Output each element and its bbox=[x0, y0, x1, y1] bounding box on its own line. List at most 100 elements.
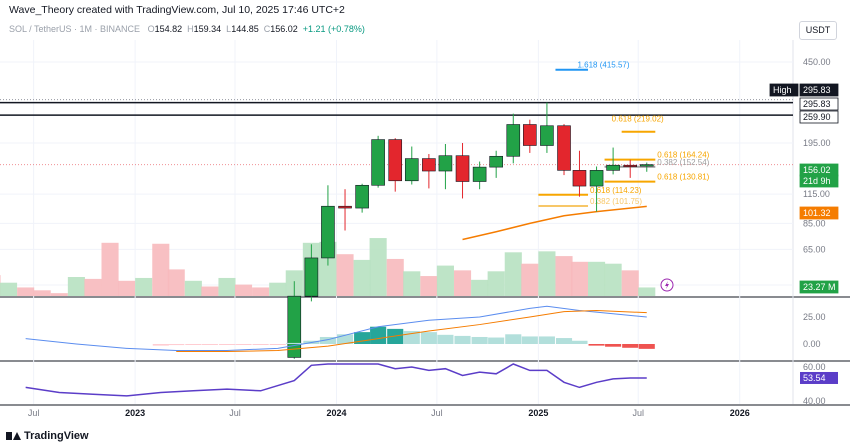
volume-bar bbox=[201, 286, 219, 296]
candle-body bbox=[606, 164, 620, 171]
candle-body bbox=[422, 158, 436, 172]
macd-histogram-bar bbox=[269, 344, 286, 345]
volume-bar bbox=[588, 261, 606, 296]
volume-bar bbox=[538, 251, 556, 296]
rsi-tick-label: 40.00 bbox=[803, 396, 826, 406]
fib-level-label: 0.618 (130.81) bbox=[657, 173, 709, 182]
volume-bar bbox=[453, 270, 472, 296]
volume-bar bbox=[135, 277, 153, 296]
change-value: +1.21 (+0.78%) bbox=[302, 24, 365, 34]
volume-bar bbox=[420, 276, 438, 296]
axis-price-label-box bbox=[799, 174, 839, 188]
time-tick-label: 2023 bbox=[125, 408, 145, 418]
axis-price-label: High bbox=[773, 85, 792, 95]
macd-histogram-bar bbox=[336, 334, 354, 344]
macd-histogram-bar bbox=[505, 334, 522, 344]
volume-bar bbox=[33, 290, 51, 296]
axis-price-label: 23.27 M bbox=[803, 282, 836, 292]
time-tick-label: 2026 bbox=[730, 408, 750, 418]
volume-bar bbox=[336, 254, 354, 296]
axis-price-label: 156.02 bbox=[803, 165, 831, 175]
macd-histogram-bar bbox=[622, 344, 639, 348]
macd-histogram-bar bbox=[218, 344, 236, 345]
candle-body bbox=[338, 205, 352, 209]
volume-bar bbox=[167, 269, 185, 296]
volume-bar bbox=[487, 271, 505, 296]
macd-histogram-bar bbox=[152, 344, 169, 346]
close-value: 156.02 bbox=[270, 24, 298, 34]
rsi-value-label-box bbox=[800, 371, 838, 384]
candle-body bbox=[355, 184, 369, 209]
volume-bar bbox=[521, 263, 539, 296]
fib-level-label: 0.618 (219.02) bbox=[612, 115, 664, 124]
macd-histogram-bar bbox=[638, 344, 655, 349]
macd-line bbox=[25, 305, 647, 351]
symbol-name[interactable]: SOL / TetherUS · 1M · BINANCE bbox=[9, 24, 141, 34]
macd-signal-line bbox=[176, 310, 647, 353]
ema-line bbox=[462, 205, 647, 241]
fib-level-label: 0.618 (164.24) bbox=[657, 151, 709, 160]
macd-histogram-bar bbox=[538, 336, 555, 344]
candle-body bbox=[489, 155, 503, 168]
macd-histogram-bar bbox=[471, 336, 488, 344]
volume-bar bbox=[353, 259, 371, 296]
macd-histogram-bar bbox=[252, 344, 269, 345]
axis-price-label-box bbox=[799, 206, 839, 220]
macd-tick-label: 0.00 bbox=[803, 339, 821, 349]
macd-histogram-bar bbox=[201, 344, 218, 345]
rsi-line bbox=[25, 363, 647, 397]
chart-caption: Wave_Theory created with TradingView.com… bbox=[9, 4, 345, 16]
volume-bar bbox=[152, 243, 170, 296]
volume-bar bbox=[638, 287, 656, 296]
candle-body bbox=[572, 170, 587, 187]
macd-histogram-bar bbox=[605, 344, 622, 347]
tradingview-logo-icon bbox=[6, 432, 21, 440]
price-tick-label: 65.00 bbox=[803, 244, 826, 254]
fib-level-label: 0.618 (114.23) bbox=[590, 186, 642, 195]
fib-level-label: 0.382 (101.75) bbox=[590, 197, 642, 206]
macd-histogram-bar bbox=[168, 344, 185, 346]
axis-price-label-box bbox=[799, 110, 839, 124]
price-tick-label: 85.00 bbox=[803, 218, 826, 228]
candle-body bbox=[321, 205, 335, 259]
volume-bar bbox=[218, 277, 236, 296]
macd-histogram-bar bbox=[437, 334, 454, 344]
macd-histogram-bar bbox=[521, 336, 538, 344]
macd-histogram-bar bbox=[555, 338, 573, 344]
time-tick-label: Jul bbox=[28, 408, 40, 418]
axis-price-label-box bbox=[769, 83, 799, 97]
symbol-info-line: SOL / TetherUS · 1M · BINANCE O154.82 H1… bbox=[9, 24, 365, 34]
low-label: L bbox=[226, 24, 232, 34]
candle-body bbox=[371, 139, 385, 186]
fib-level-label: 1.618 (415.57) bbox=[577, 61, 629, 70]
volume-bar bbox=[386, 258, 404, 296]
candle-body bbox=[404, 158, 419, 182]
candle-body bbox=[304, 257, 319, 297]
volume-bar bbox=[0, 282, 18, 296]
axis-price-label: 101.32 bbox=[803, 208, 831, 218]
currency-selector[interactable]: USDT bbox=[799, 21, 837, 40]
candle-body bbox=[639, 164, 654, 167]
high-value: 159.34 bbox=[193, 24, 222, 34]
volume-bar bbox=[604, 263, 622, 296]
volume-bar bbox=[570, 261, 589, 296]
candle-body bbox=[472, 166, 487, 182]
volume-bar bbox=[17, 287, 35, 296]
axis-price-label: 21d 9h bbox=[803, 176, 831, 186]
macd-histogram-bar bbox=[370, 326, 387, 344]
volume-bar bbox=[403, 271, 421, 296]
candle-body bbox=[455, 155, 470, 182]
lightning-glyph bbox=[665, 281, 669, 289]
price-tick-label: 450.00 bbox=[803, 57, 831, 67]
time-tick-label: Jul bbox=[229, 408, 241, 418]
close-label: C bbox=[263, 24, 271, 34]
axis-price-label: 295.83 bbox=[803, 85, 831, 95]
time-tick-label: 2025 bbox=[528, 408, 548, 418]
macd-histogram-bar bbox=[454, 335, 471, 344]
macd-histogram-bar bbox=[354, 332, 371, 344]
axis-price-label-box bbox=[799, 97, 839, 111]
macd-histogram-bar bbox=[286, 342, 303, 344]
axis-price-label-box bbox=[799, 83, 839, 97]
candle-body bbox=[506, 124, 521, 157]
